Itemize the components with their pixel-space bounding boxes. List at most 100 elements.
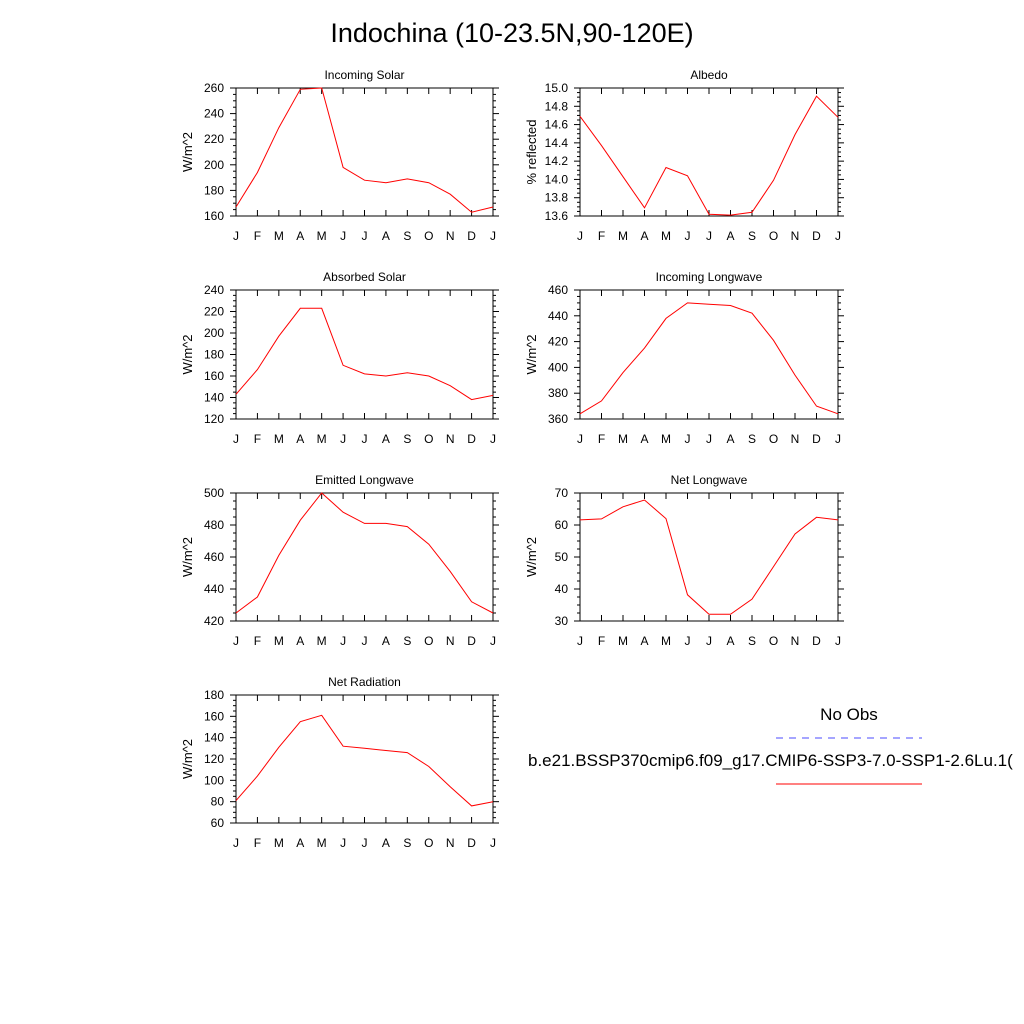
legend-obs-label: No Obs [820,705,878,724]
y-tick-label: 360 [548,412,568,426]
x-tick-label: M [274,836,284,850]
x-tick-label: J [706,634,712,648]
x-tick-label: J [340,229,346,243]
x-tick-label: M [317,634,327,648]
x-tick-label: F [254,229,261,243]
y-tick-label: 480 [204,518,224,532]
y-tick-label: 14.6 [545,118,569,132]
x-tick-label: A [640,432,648,446]
x-tick-label: M [274,229,284,243]
x-tick-label: J [362,432,368,446]
page-title: Indochina (10-23.5N,90-120E) [330,18,694,48]
x-tick-label: F [598,229,605,243]
y-tick-label: 200 [204,326,224,340]
y-tick-label: 220 [204,132,224,146]
y-tick-label: 50 [555,550,569,564]
x-tick-label: D [812,634,821,648]
x-tick-label: J [340,836,346,850]
y-tick-label: 180 [204,348,224,362]
x-tick-label: A [296,432,304,446]
x-tick-label: O [424,634,433,648]
x-tick-label: O [769,229,778,243]
x-tick-label: F [598,634,605,648]
x-tick-label: N [446,432,455,446]
x-tick-label: A [726,432,734,446]
panel-title: Incoming Solar [324,68,404,82]
x-tick-label: N [791,634,800,648]
x-tick-label: A [726,229,734,243]
x-tick-label: F [598,432,605,446]
x-tick-label: A [296,836,304,850]
series-line [579,499,839,615]
x-tick-label: J [706,432,712,446]
series-line [579,302,839,415]
x-tick-label: S [748,432,756,446]
y-tick-label: 180 [204,183,224,197]
panel-1: J F M A M J J A S O N D J13.613.814.014.214.414.614.… [524,68,844,243]
x-tick-label: M [661,229,671,243]
y-tick-label: 14.0 [545,172,569,186]
series-line [235,307,494,401]
panel-title: Net Radiation [328,675,401,689]
y-tick-label: 80 [211,795,225,809]
y-tick-label: 120 [204,752,224,766]
x-tick-label: J [490,432,496,446]
x-tick-label: J [685,229,691,243]
y-tick-label: 60 [555,518,569,532]
x-tick-label: M [317,229,327,243]
y-tick-label: 120 [204,412,224,426]
y-axis-label: % reflected [524,119,539,184]
y-tick-label: 460 [204,550,224,564]
x-tick-label: J [362,836,368,850]
y-tick-label: 15.0 [545,81,569,95]
panel-3: J F M A M J J A S O N D J360380400420440460W/m^2Inco… [524,270,844,446]
x-tick-label: A [382,634,390,648]
x-tick-label: J [340,432,346,446]
x-tick-label: J [233,836,239,850]
x-tick-label: S [403,229,411,243]
y-tick-label: 13.8 [545,191,569,205]
y-tick-label: 100 [204,773,224,787]
y-tick-label: 70 [555,486,569,500]
panel-0: J F M A M J J A S O N D J160180200220240260W/m^2Inco… [180,68,499,243]
panel-title: Albedo [690,68,728,82]
x-tick-label: M [317,432,327,446]
x-tick-label: J [835,432,841,446]
x-tick-label: J [233,634,239,648]
y-axis-label: W/m^2 [524,334,539,374]
x-tick-label: O [424,229,433,243]
x-tick-label: A [382,836,390,850]
x-tick-label: A [640,229,648,243]
y-tick-label: 460 [548,283,568,297]
x-tick-label: A [382,229,390,243]
x-tick-label: J [685,634,691,648]
x-tick-label: N [446,634,455,648]
y-tick-label: 440 [204,582,224,596]
y-tick-label: 160 [204,369,224,383]
x-tick-label: J [835,634,841,648]
x-tick-label: O [769,432,778,446]
series-line [235,87,494,213]
y-tick-label: 420 [548,335,568,349]
panel-title: Absorbed Solar [323,270,406,284]
x-tick-label: S [403,836,411,850]
x-tick-label: J [577,634,583,648]
y-tick-label: 380 [548,386,568,400]
x-tick-label: M [274,432,284,446]
panel-4: J F M A M J J A S O N D J420440460480500W/m^2Emitted… [180,473,499,648]
panel-6: J F M A M J J A S O N D J6080100120140160180W/m^2Net… [180,675,499,850]
x-tick-label: S [748,634,756,648]
x-tick-label: N [446,836,455,850]
panel-title: Emitted Longwave [315,473,414,487]
x-tick-label: D [812,432,821,446]
y-tick-label: 40 [555,582,569,596]
y-tick-label: 160 [204,209,224,223]
x-tick-label: J [340,634,346,648]
y-tick-label: 240 [204,107,224,121]
y-tick-label: 14.2 [545,154,569,168]
x-tick-label: J [490,836,496,850]
x-tick-label: N [446,229,455,243]
x-tick-label: N [791,432,800,446]
